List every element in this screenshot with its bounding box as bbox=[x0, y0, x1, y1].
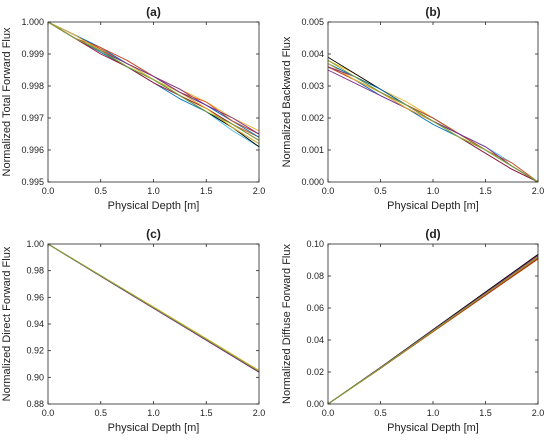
x-tick-label: 1.0 bbox=[427, 408, 440, 418]
x-axis-label: Physical Depth [m] bbox=[387, 422, 479, 434]
panel-a: 0.0 0.5 1.0 1.5 2.0 0.995 0.996 0.997 0.998 0.999… bbox=[1, 5, 265, 212]
x-tick-label: 0.5 bbox=[94, 186, 107, 196]
y-tick-label: 0.88 bbox=[26, 399, 44, 409]
x-tick-label: 0.5 bbox=[374, 186, 387, 196]
y-tick-label: 1.000 bbox=[21, 17, 44, 27]
y-tick-label: 0.96 bbox=[26, 292, 44, 302]
y-tick-label: 0.92 bbox=[26, 346, 44, 356]
x-tick-label: 1.0 bbox=[427, 186, 440, 196]
y-tick-label: 1.00 bbox=[26, 239, 44, 249]
series-line-13 bbox=[327, 256, 539, 405]
x-tick-label: 1.5 bbox=[479, 186, 492, 196]
series-line-11 bbox=[327, 63, 539, 183]
panel-title: (a) bbox=[146, 5, 161, 19]
panel-d: 0.0 0.5 1.0 1.5 2.0 0.00 0.02 0.04 0.06 0.08 0.10 (… bbox=[281, 227, 544, 434]
series-line-13 bbox=[47, 243, 260, 372]
series-line-7 bbox=[47, 21, 260, 141]
x-tick-label: 1.0 bbox=[147, 186, 160, 196]
series-line-13 bbox=[47, 21, 260, 141]
series-line-12 bbox=[327, 255, 539, 405]
panel-title: (b) bbox=[425, 5, 440, 19]
x-tick-label: 0.0 bbox=[42, 408, 55, 418]
series-line-2 bbox=[327, 63, 539, 183]
y-tick-label: 0.998 bbox=[21, 81, 44, 91]
series-line-1 bbox=[327, 66, 539, 183]
x-tick-label: 1.0 bbox=[147, 408, 160, 418]
x-axis-label: Physical Depth [m] bbox=[108, 422, 200, 434]
y-tick-label: 0.10 bbox=[306, 239, 324, 249]
series-line-8 bbox=[327, 254, 539, 405]
y-tick-label: 0.002 bbox=[301, 113, 324, 123]
y-axis-label: Normalized Total Forward Flux bbox=[1, 27, 13, 176]
x-tick-label: 2.0 bbox=[532, 186, 545, 196]
y-tick-label: 0.004 bbox=[301, 49, 324, 59]
y-tick-label: 0.04 bbox=[306, 335, 324, 345]
series-line-10 bbox=[47, 21, 260, 135]
x-axis-label: Physical Depth [m] bbox=[108, 200, 200, 212]
y-tick-label: 0.001 bbox=[301, 145, 324, 155]
y-tick-label: 0.06 bbox=[306, 303, 324, 313]
y-tick-label: 0.90 bbox=[26, 372, 44, 382]
x-tick-label: 0.0 bbox=[322, 186, 335, 196]
y-axis-label: Normalized Diffuse Forward Flux bbox=[281, 244, 293, 404]
panel-b: 0.0 0.5 1.0 1.5 2.0 0.000 0.001 0.002 0.003 0.004… bbox=[281, 5, 544, 212]
y-tick-label: 0.996 bbox=[21, 145, 44, 155]
x-tick-label: 0.0 bbox=[42, 186, 55, 196]
x-tick-label: 2.0 bbox=[253, 186, 266, 196]
series-lines bbox=[47, 243, 260, 373]
plot-frame bbox=[327, 243, 539, 405]
series-lines bbox=[327, 254, 539, 405]
y-axis-label: Normalized Backward Flux bbox=[281, 36, 293, 167]
panel-title: (d) bbox=[425, 227, 440, 241]
x-tick-label: 1.5 bbox=[200, 186, 213, 196]
y-axis-label: Normalized Direct Forward Flux bbox=[1, 246, 13, 401]
panel-c: 0.0 0.5 1.0 1.5 2.0 0.88 0.90 0.92 0.94 0.96 0.98 1… bbox=[1, 227, 265, 434]
x-tick-label: 1.5 bbox=[200, 408, 213, 418]
series-lines bbox=[47, 21, 260, 148]
series-line-4 bbox=[327, 69, 539, 183]
plot-frame bbox=[327, 21, 539, 183]
y-tick-label: 0.08 bbox=[306, 271, 324, 281]
x-tick-label: 0.5 bbox=[94, 408, 107, 418]
panel-title: (c) bbox=[146, 227, 161, 241]
x-tick-label: 0.5 bbox=[374, 408, 387, 418]
series-line-9 bbox=[327, 63, 539, 183]
plot-frame bbox=[47, 21, 260, 183]
x-tick-label: 0.0 bbox=[322, 408, 335, 418]
series-line-6 bbox=[327, 63, 539, 183]
y-tick-label: 0.003 bbox=[301, 81, 324, 91]
x-tick-label: 1.5 bbox=[479, 408, 492, 418]
x-tick-label: 2.0 bbox=[253, 408, 266, 418]
y-tick-label: 0.999 bbox=[21, 49, 44, 59]
y-tick-label: 0.02 bbox=[306, 367, 324, 377]
x-tick-label: 2.0 bbox=[532, 408, 545, 418]
y-tick-label: 0.000 bbox=[301, 177, 324, 187]
y-tick-label: 0.995 bbox=[21, 177, 44, 187]
series-line-13 bbox=[327, 60, 539, 183]
y-tick-label: 0.997 bbox=[21, 113, 44, 123]
y-tick-label: 0.00 bbox=[306, 399, 324, 409]
series-lines bbox=[327, 56, 539, 183]
y-tick-label: 0.98 bbox=[26, 266, 44, 276]
plot-frame bbox=[47, 243, 260, 405]
x-axis-label: Physical Depth [m] bbox=[387, 200, 479, 212]
y-tick-label: 0.94 bbox=[26, 319, 44, 329]
y-tick-label: 0.005 bbox=[301, 17, 324, 27]
